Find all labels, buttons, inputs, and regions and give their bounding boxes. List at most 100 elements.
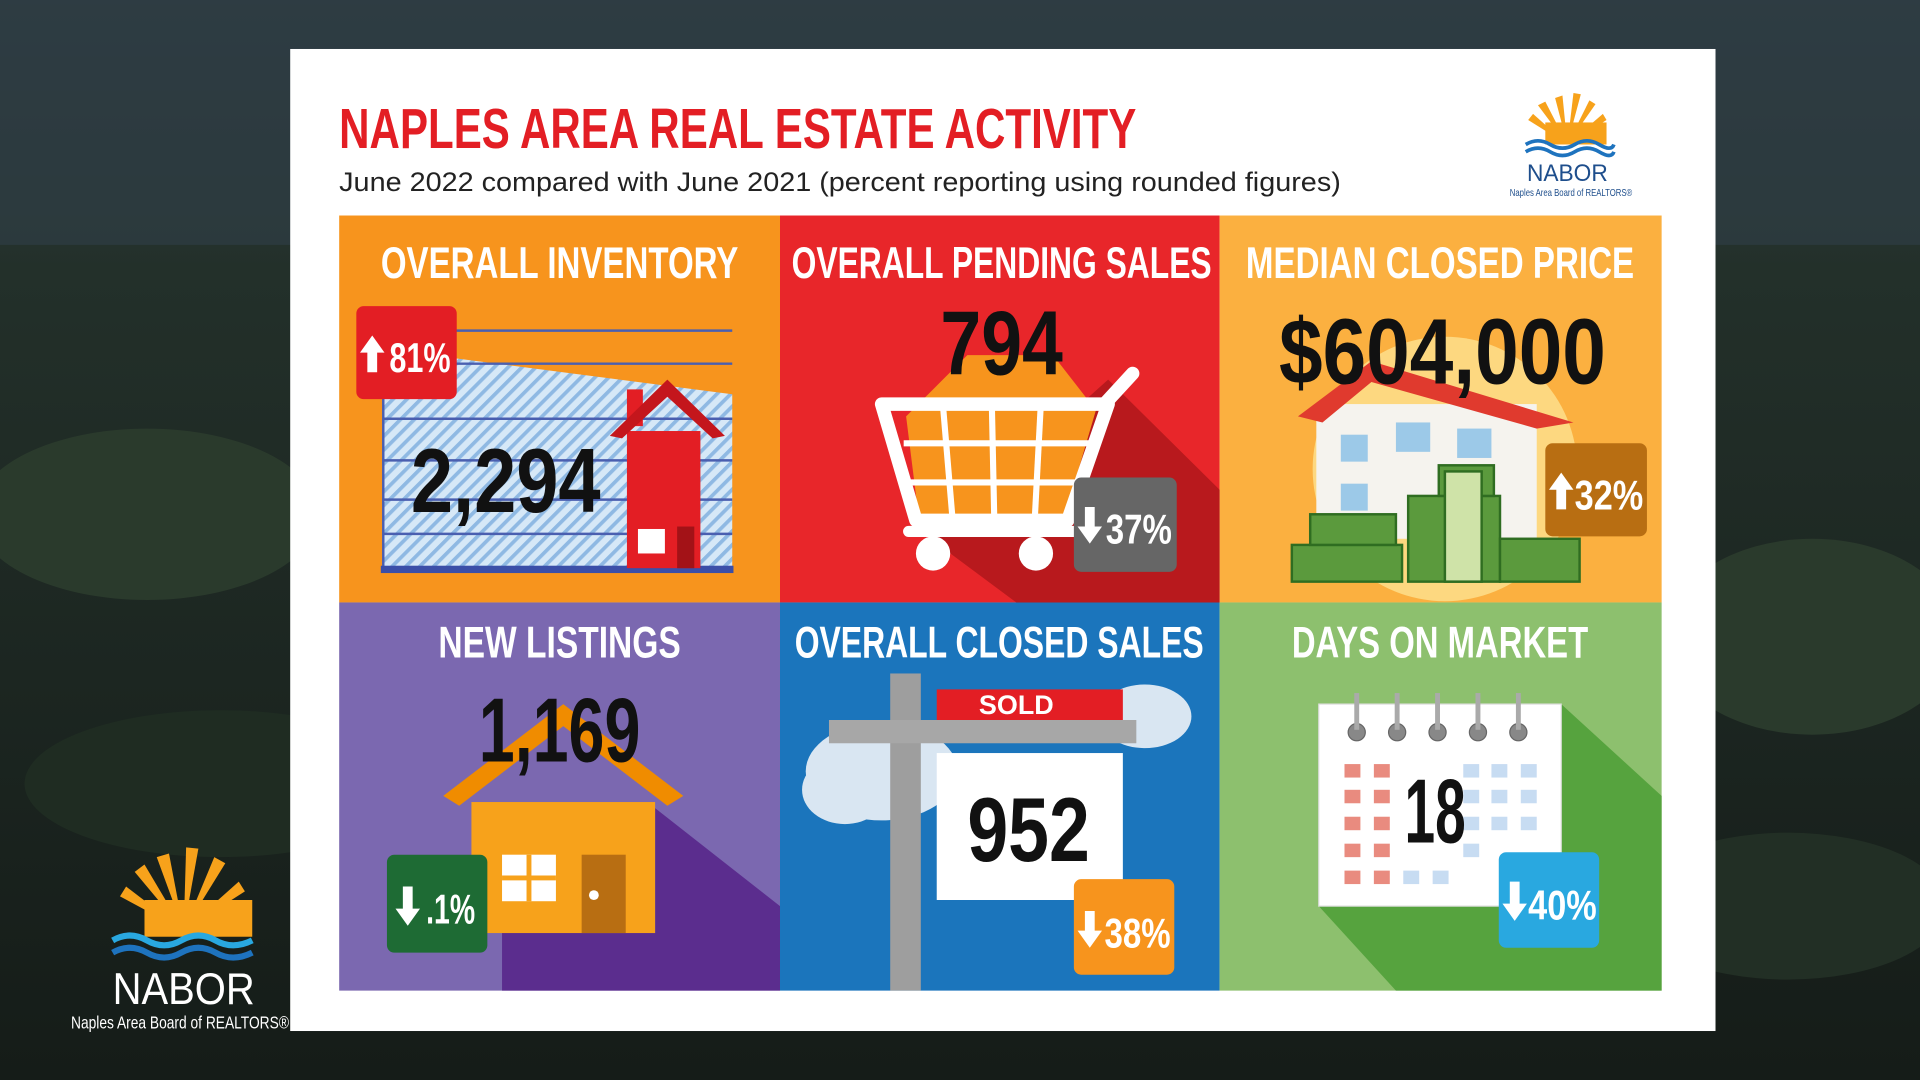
new-listings-illustration-part <box>502 808 780 991</box>
days-illustration-part-part <box>1373 870 1390 885</box>
change-badge-part <box>386 854 488 953</box>
median-illustration-part <box>1340 422 1492 511</box>
median-illustration-part <box>1297 361 1574 429</box>
pending-illustration-part <box>1097 366 1140 411</box>
closed-illustration-part <box>828 720 1137 744</box>
days-illustration-part-part <box>1432 870 1449 885</box>
days-illustration-part-part <box>1373 764 1390 778</box>
new-listings-illustration-part <box>581 854 626 934</box>
tile-value: 1,169 <box>479 681 641 782</box>
sold-label: SOLD <box>979 690 1054 720</box>
logo-large-part <box>111 932 254 949</box>
background-part <box>1665 538 1920 735</box>
pending-illustration-part <box>874 397 1115 528</box>
change-badge: 32% <box>1545 443 1647 537</box>
tile-title: NEW LISTINGS <box>438 619 680 668</box>
tile-value: 952 <box>967 780 1089 881</box>
days-illustration-part-part <box>1491 764 1508 778</box>
median-illustration-part-part <box>1395 422 1431 452</box>
days-illustration-part-part <box>1373 816 1390 831</box>
change-badge-part <box>1498 852 1600 948</box>
days-illustration-part-part <box>1463 816 1480 831</box>
change-badge-part <box>1502 881 1527 921</box>
days-illustration-part-part <box>1403 870 1420 885</box>
pending-illustration-part <box>903 403 1090 521</box>
logo-large: NABOR Naples Area Board of REALTORS® <box>71 847 289 1033</box>
logo-small-part <box>1524 146 1616 158</box>
median-illustration-part <box>1443 470 1483 583</box>
pending-illustration-part <box>1018 536 1054 571</box>
change-value: .1% <box>426 885 475 932</box>
closed-illustration: SOLD <box>802 673 1192 991</box>
new-listings-illustration-part <box>588 890 599 900</box>
tile-title: OVERALL INVENTORY <box>381 239 739 288</box>
change-badge-part <box>360 335 385 373</box>
new-listings-illustration-part <box>443 704 684 806</box>
inventory-illustration-part <box>380 565 734 574</box>
logo-full-name: Naples Area Board of REALTORS® <box>1510 188 1633 199</box>
change-badge-part <box>1077 506 1103 544</box>
title: NAPLES AREA REAL ESTATE ACTIVITY <box>339 97 1136 160</box>
tile-value: 2,294 <box>411 431 601 532</box>
subtitle: June 2022 compared with June 2021 (perce… <box>339 167 1341 197</box>
logo-large-part <box>111 944 254 961</box>
days-illustration-part-part <box>1463 843 1480 858</box>
change-value: 40% <box>1528 882 1597 929</box>
logo-small-part <box>1524 138 1616 150</box>
days-illustration-part-part <box>1520 764 1537 778</box>
closed-illustration-part <box>936 689 1123 720</box>
days-illustration-part <box>1403 764 1537 885</box>
days-illustration-part-part <box>1344 843 1361 858</box>
infographic-part: OVERALL INVENTORY OVERALL PENDING SALES … <box>381 239 1634 668</box>
days-illustration-part-part <box>1520 816 1537 831</box>
days-illustration-part-part <box>1344 870 1361 885</box>
new-listings-illustration-part <box>471 802 656 934</box>
background-part <box>0 428 319 600</box>
change-badge-part <box>1073 477 1177 572</box>
closed-illustration-part <box>936 753 1123 900</box>
pending-illustration-part <box>915 536 951 571</box>
days-illustration-part-part <box>1344 816 1361 831</box>
days-illustration-part-part <box>1491 816 1508 831</box>
pending-illustration-part-part <box>939 403 956 521</box>
median-illustration-part-part <box>1340 434 1368 462</box>
inventory-illustration-part <box>637 528 665 554</box>
change-badge-part <box>1545 443 1647 537</box>
change-badge-part <box>1073 879 1175 975</box>
logo-name: NABOR <box>1527 160 1608 187</box>
tile-value: $604,000 <box>1279 299 1606 403</box>
days-illustration-part-part <box>1463 789 1480 804</box>
tile-value: 18 <box>1404 761 1465 862</box>
inventory-illustration-part <box>677 526 695 569</box>
logo-name: NABOR <box>113 965 255 1014</box>
change-value: 32% <box>1575 471 1644 518</box>
logo-large-part <box>144 900 253 937</box>
new-listings-illustration <box>443 704 780 991</box>
change-badge: 40% <box>1498 852 1600 948</box>
inventory-illustration <box>380 320 734 574</box>
change-badge-part <box>1548 472 1574 510</box>
tile-title: OVERALL CLOSED SALES <box>795 619 1204 668</box>
infographic-part: 2,294 794 $604,000 1,169 952 18 <box>411 294 1606 881</box>
change-badge: 38% <box>1073 879 1175 975</box>
days-illustration-part-part <box>1344 789 1361 804</box>
logo-small-part <box>1545 122 1607 145</box>
days-illustration-part <box>1344 764 1390 885</box>
change-badge: 37% <box>1073 477 1177 572</box>
inventory-illustration-part <box>609 379 725 439</box>
tile-title: MEDIAN CLOSED PRICE <box>1246 239 1634 288</box>
change-badge-part <box>1077 911 1103 948</box>
days-illustration-part-part <box>1491 789 1508 804</box>
pending-illustration-part-part <box>988 404 998 521</box>
days-illustration-part-part <box>1344 764 1361 778</box>
days-illustration-part-part <box>1520 789 1537 804</box>
logo-full-name: Naples Area Board of REALTORS® <box>71 1013 289 1033</box>
closed-illustration-part <box>802 755 888 825</box>
median-illustration-part-part <box>1498 537 1581 583</box>
tile-value: 794 <box>940 294 1062 395</box>
median-illustration-part-part <box>1290 543 1404 583</box>
tile-title: DAYS ON MARKET <box>1292 619 1588 668</box>
